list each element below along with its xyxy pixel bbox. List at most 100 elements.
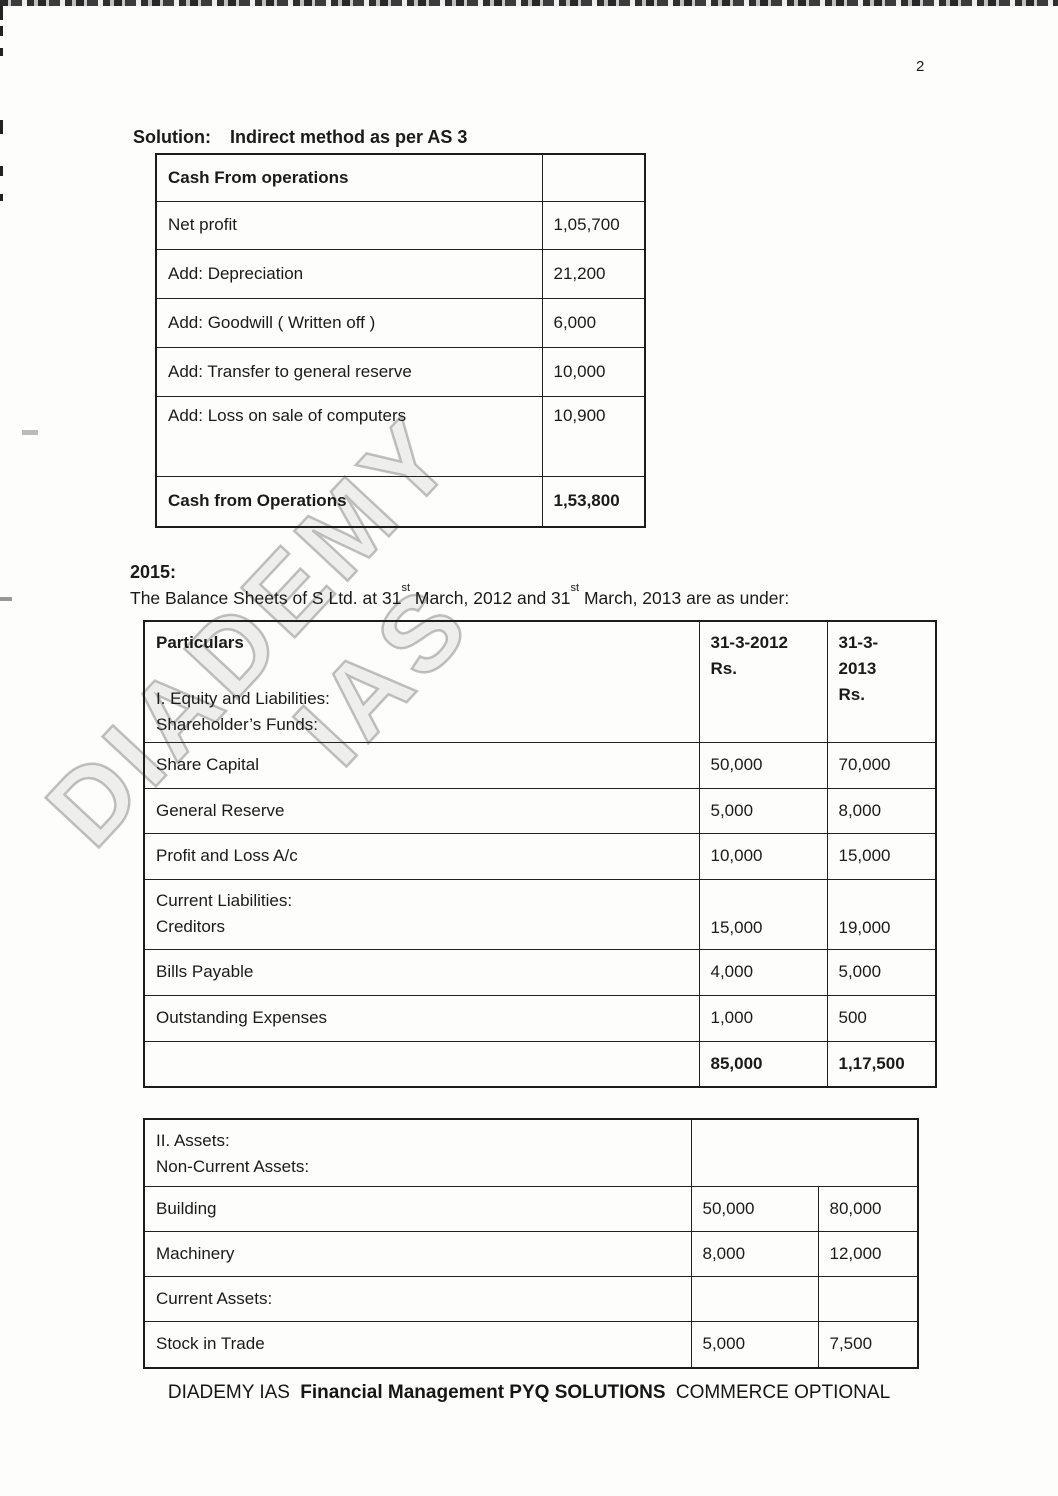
table-header-row: Particulars I. Equity and Liabilities: S…	[143, 620, 937, 743]
row-value-2012: 8,000	[690, 1230, 819, 1277]
table-row: Outstanding Expenses 1,000 500	[143, 994, 937, 1042]
row-value-2012	[690, 1275, 819, 1322]
scan-edge-top	[0, 0, 1058, 6]
table-row: Cash from Operations 1,53,800	[155, 475, 646, 528]
table-row: Bills Payable 4,000 5,000	[143, 948, 937, 996]
section-heading: I. Equity and Liabilities:	[156, 689, 330, 708]
table-header-row: II. Assets: Non-Current Assets:	[143, 1118, 919, 1187]
balance-sheet-table: Particulars I. Equity and Liabilities: S…	[143, 620, 937, 1088]
table-row: Add: Loss on sale of computers 10,900	[155, 395, 646, 477]
row-label: Outstanding Expenses	[143, 994, 700, 1042]
intro-text: March, 2013 are as under:	[579, 588, 790, 608]
col-header-2012: 31-3-2012 Rs.	[698, 620, 828, 743]
row-value: 1,05,700	[541, 200, 646, 250]
row-value: 6,000	[541, 297, 646, 348]
row-label: Add: Depreciation	[155, 248, 543, 299]
table-row: Current Liabilities: Creditors 15,000 19…	[143, 878, 937, 950]
table-row: Add: Depreciation 21,200	[155, 248, 646, 299]
row-value: 10,000	[541, 346, 646, 397]
scan-speck	[22, 430, 38, 435]
section-heading: II. Assets:	[156, 1131, 230, 1150]
row-label: Share Capital	[143, 741, 700, 789]
scan-speck	[0, 120, 3, 134]
cash-table-header-value	[541, 153, 646, 202]
row-value-2012: 5,000	[698, 787, 828, 834]
row-label-line: Current Liabilities:	[156, 891, 293, 910]
row-value-2012: 1,000	[698, 994, 828, 1042]
total-value: 1,53,800	[541, 475, 646, 528]
row-value-2013: 15,000	[826, 832, 937, 880]
subsection-heading: Non-Current Assets:	[156, 1157, 310, 1176]
scan-speck	[0, 6, 3, 20]
table-row: Machinery 8,000 12,000	[143, 1230, 919, 1277]
solution-method: Indirect method as per AS 3	[229, 127, 468, 147]
scan-speck	[0, 597, 12, 601]
total-value-2013: 1,17,500	[826, 1040, 937, 1088]
row-value-2012: 15,000	[698, 878, 828, 950]
row-label: Current Liabilities: Creditors	[143, 878, 700, 950]
row-label: Building	[143, 1185, 692, 1232]
table-row: Current Assets:	[143, 1275, 919, 1322]
row-value-2012: 4,000	[698, 948, 828, 996]
col-header-line: 31-3-	[838, 633, 879, 652]
scan-speck	[0, 48, 3, 56]
balance-sheet-intro: The Balance Sheets of S Ltd. at 31st Mar…	[130, 582, 790, 609]
footer-suffix: COMMERCE OPTIONAL	[675, 1382, 891, 1403]
row-value-2013: 12,000	[817, 1230, 919, 1277]
row-value-2013: 19,000	[826, 878, 937, 950]
total-value-2012: 85,000	[698, 1040, 828, 1088]
row-label	[143, 1040, 700, 1088]
table-total-row: 85,000 1,17,500	[143, 1040, 937, 1088]
col-header-2013: 31-3- 2013 Rs.	[826, 620, 937, 743]
intro-text: The Balance Sheets of S Ltd. at 31	[130, 588, 402, 608]
footer-brand: DIADEMY IAS	[167, 1382, 290, 1403]
row-value-2013	[817, 1275, 919, 1322]
subsection-heading: Shareholder’s Funds:	[156, 715, 318, 734]
cash-table-header: Cash From operations	[155, 153, 543, 202]
row-label: Machinery	[143, 1230, 692, 1277]
table-row: Cash From operations	[155, 153, 646, 202]
row-label: Add: Goodwill ( Written off )	[155, 297, 543, 348]
intro-superscript: st	[401, 582, 410, 595]
scan-speck	[0, 166, 3, 176]
scan-speck	[0, 194, 3, 201]
row-value-2013: 80,000	[817, 1185, 919, 1232]
row-value: 21,200	[541, 248, 646, 299]
col-header-line: Rs.	[838, 685, 865, 704]
row-value-2012: 50,000	[690, 1185, 819, 1232]
row-label: Add: Transfer to general reserve	[155, 346, 543, 397]
solution-label: Solution:	[133, 127, 211, 147]
row-value-2013: 500	[826, 994, 937, 1042]
total-label: Cash from Operations	[155, 475, 543, 528]
solution-heading: Solution: Indirect method as per AS 3	[133, 127, 467, 148]
row-label: Profit and Loss A/c	[143, 832, 700, 880]
footer-title: Financial Management PYQ SOLUTIONS	[300, 1382, 666, 1403]
row-label: General Reserve	[143, 787, 700, 834]
scan-speck	[0, 26, 3, 36]
year-heading: 2015:	[130, 562, 177, 582]
page-footer: DIADEMY IAS Financial Management PYQ SOL…	[0, 1382, 1058, 1404]
table-row: General Reserve 5,000 8,000	[143, 787, 937, 834]
intro-superscript: st	[570, 582, 580, 595]
row-label-line: Creditors	[156, 917, 225, 936]
row-value-2012: 5,000	[690, 1320, 819, 1369]
page-number: 2	[916, 58, 925, 75]
col-header-line: Rs.	[710, 659, 737, 678]
row-label: Net profit	[155, 200, 543, 250]
table-row: Stock in Trade 5,000 7,500	[143, 1320, 919, 1369]
particulars-header-cell: Particulars I. Equity and Liabilities: S…	[143, 620, 700, 743]
row-value-2012: 50,000	[698, 741, 828, 789]
assets-header-empty-cell	[690, 1118, 919, 1187]
intro-text: March, 2012 and 31	[410, 588, 571, 608]
row-value-2013: 5,000	[826, 948, 937, 996]
row-label: Bills Payable	[143, 948, 700, 996]
row-value-2012: 10,000	[698, 832, 828, 880]
table-row: Add: Transfer to general reserve 10,000	[155, 346, 646, 397]
particulars-header: Particulars	[156, 633, 244, 652]
col-header-line: 2013	[838, 659, 877, 678]
row-value-2013: 7,500	[817, 1320, 919, 1369]
row-label: Stock in Trade	[143, 1320, 692, 1369]
row-label: Current Assets:	[143, 1275, 692, 1322]
table-row: Net profit 1,05,700	[155, 200, 646, 250]
